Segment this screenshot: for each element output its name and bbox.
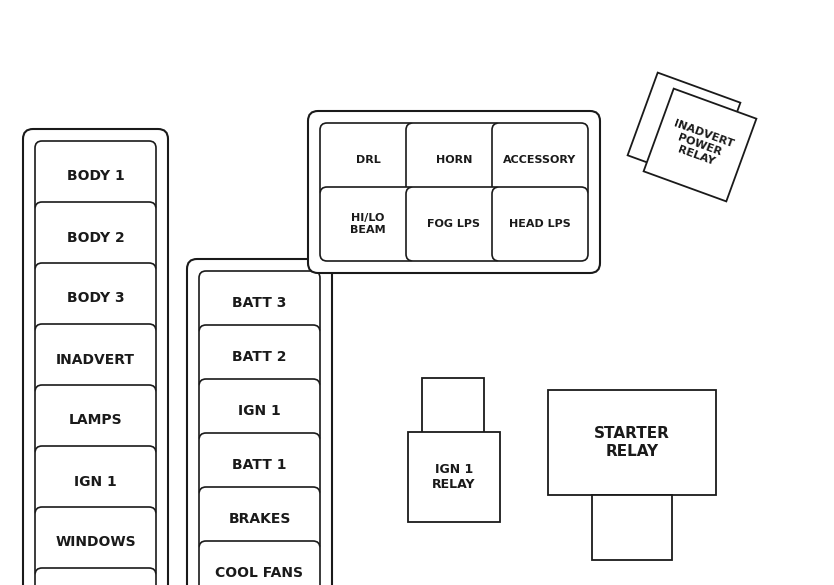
- Text: ACCESSORY: ACCESSORY: [504, 155, 576, 165]
- FancyBboxPatch shape: [187, 259, 332, 585]
- FancyBboxPatch shape: [35, 141, 156, 212]
- FancyBboxPatch shape: [35, 324, 156, 395]
- FancyBboxPatch shape: [406, 123, 502, 197]
- Text: HI/LO
BEAM: HI/LO BEAM: [350, 213, 386, 235]
- Text: WINDOWS: WINDOWS: [55, 535, 136, 549]
- Text: BODY 2: BODY 2: [67, 230, 124, 245]
- FancyBboxPatch shape: [35, 446, 156, 517]
- FancyBboxPatch shape: [308, 111, 600, 273]
- Bar: [408, 432, 500, 522]
- Bar: [422, 378, 484, 433]
- FancyBboxPatch shape: [199, 271, 320, 335]
- FancyBboxPatch shape: [320, 123, 416, 197]
- Polygon shape: [628, 73, 741, 185]
- FancyBboxPatch shape: [35, 263, 156, 334]
- Text: DRL: DRL: [355, 155, 380, 165]
- Text: IGN 1: IGN 1: [239, 404, 281, 418]
- Text: BATT 1: BATT 1: [232, 458, 287, 472]
- FancyBboxPatch shape: [492, 123, 588, 197]
- FancyBboxPatch shape: [406, 187, 502, 261]
- FancyBboxPatch shape: [23, 129, 168, 585]
- Text: LAMPS: LAMPS: [68, 414, 123, 428]
- Polygon shape: [644, 88, 756, 201]
- FancyBboxPatch shape: [35, 385, 156, 456]
- FancyBboxPatch shape: [35, 202, 156, 273]
- FancyBboxPatch shape: [199, 541, 320, 585]
- FancyBboxPatch shape: [199, 487, 320, 551]
- Text: IGN 1: IGN 1: [74, 474, 117, 488]
- Bar: [548, 390, 716, 495]
- Text: HORN: HORN: [436, 155, 472, 165]
- Text: STARTER
RELAY: STARTER RELAY: [594, 426, 670, 459]
- Text: BATT 2: BATT 2: [232, 350, 287, 364]
- Bar: [592, 495, 672, 560]
- FancyBboxPatch shape: [35, 568, 156, 585]
- FancyBboxPatch shape: [199, 379, 320, 443]
- Text: COOL FANS: COOL FANS: [215, 566, 304, 580]
- Text: INADVERT
POWER
RELAY: INADVERT POWER RELAY: [665, 119, 736, 171]
- Text: IGN 1
RELAY: IGN 1 RELAY: [432, 463, 475, 491]
- Text: BATT 3: BATT 3: [233, 296, 287, 310]
- Text: FOG LPS: FOG LPS: [428, 219, 480, 229]
- FancyBboxPatch shape: [199, 433, 320, 497]
- FancyBboxPatch shape: [492, 187, 588, 261]
- FancyBboxPatch shape: [320, 187, 416, 261]
- FancyBboxPatch shape: [199, 325, 320, 389]
- Text: BODY 3: BODY 3: [67, 291, 124, 305]
- Text: INADVERT: INADVERT: [56, 353, 135, 366]
- FancyBboxPatch shape: [35, 507, 156, 578]
- Text: BODY 1: BODY 1: [67, 170, 124, 184]
- Text: HEAD LPS: HEAD LPS: [509, 219, 571, 229]
- Text: BRAKES: BRAKES: [229, 512, 291, 526]
